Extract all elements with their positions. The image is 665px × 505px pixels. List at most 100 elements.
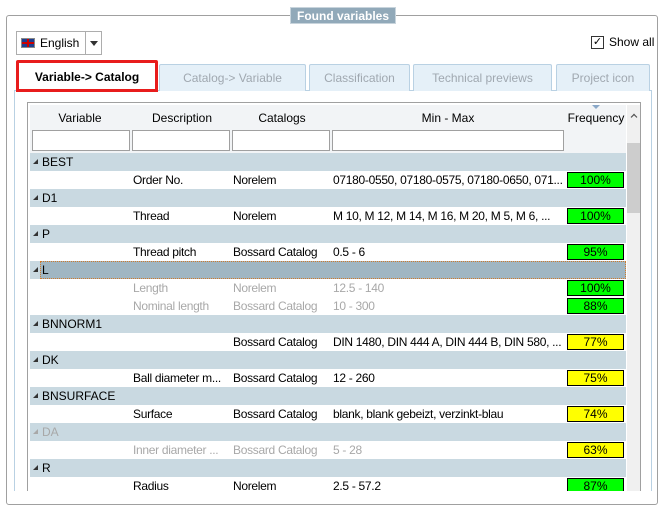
- group-name: D1: [42, 191, 58, 205]
- min-max-cell: 07180-0550, 07180-0575, 07180-0650, 071.…: [333, 173, 563, 187]
- group-row[interactable]: DK: [30, 351, 626, 369]
- group-name: BEST: [42, 155, 74, 169]
- sort-indicator-icon: [592, 105, 600, 109]
- group-row[interactable]: DA: [30, 423, 626, 441]
- group-row[interactable]: BEST: [30, 153, 626, 171]
- group-row[interactable]: P: [30, 225, 626, 243]
- catalog-cell: Bossard Catalog: [233, 443, 318, 457]
- group-name: BNNORM1: [42, 317, 103, 331]
- frequency-badge: 77%: [567, 334, 624, 350]
- uk-flag-icon: [21, 38, 35, 48]
- tab-variable-catalog[interactable]: Variable-> Catalog: [16, 60, 158, 92]
- min-max-cell: 10 - 300: [333, 299, 375, 313]
- catalog-cell: Norelem: [233, 173, 277, 187]
- group-row[interactable]: BNSURFACE: [30, 387, 626, 405]
- description-cell: Surface: [133, 407, 173, 421]
- catalog-cell: Bossard Catalog: [233, 245, 318, 259]
- collapse-triangle-icon[interactable]: [33, 429, 38, 434]
- table-row[interactable]: Inner diameter ... Bossard Catalog 5 - 2…: [30, 441, 626, 459]
- language-value: English: [40, 36, 80, 50]
- column-header-variable[interactable]: Variable: [58, 111, 102, 125]
- language-dropdown[interactable]: English: [16, 31, 102, 55]
- column-header-frequency[interactable]: Frequency: [567, 111, 625, 125]
- min-max-cell: 0.5 - 6: [333, 245, 365, 259]
- frequency-badge: 63%: [567, 442, 624, 458]
- grid-header: Variable Description Catalogs Min - Max …: [30, 105, 626, 153]
- table-row[interactable]: Bossard Catalog DIN 1480, DIN 444 A, DIN…: [30, 333, 626, 351]
- tab-classification[interactable]: Classification: [309, 64, 410, 91]
- description-cell: Inner diameter ...: [133, 443, 219, 457]
- catalog-cell: Bossard Catalog: [233, 407, 318, 421]
- tab-technical-previews[interactable]: Technical previews: [413, 64, 552, 91]
- chevron-down-icon[interactable]: [90, 41, 98, 46]
- filter-description-input[interactable]: [132, 130, 230, 151]
- filter-catalogs-input[interactable]: [232, 130, 330, 151]
- table-row[interactable]: Thread Norelem M 10, M 12, M 14, M 16, M…: [30, 207, 626, 225]
- scrollbar-thumb[interactable]: [627, 143, 640, 213]
- scroll-up-icon[interactable]: [630, 113, 638, 121]
- collapse-triangle-icon[interactable]: [33, 195, 38, 200]
- filter-min-max-input[interactable]: [332, 130, 564, 151]
- variables-grid: Variable Description Catalogs Min - Max …: [27, 102, 641, 491]
- description-cell: Ball diameter m...: [133, 371, 221, 385]
- group-name: P: [42, 227, 51, 241]
- collapse-triangle-icon[interactable]: [33, 357, 38, 362]
- frequency-badge: 74%: [567, 406, 624, 422]
- frequency-badge: 100%: [567, 208, 624, 224]
- catalog-cell: Bossard Catalog: [233, 299, 318, 313]
- column-header-description[interactable]: Description: [151, 111, 213, 125]
- group-name: BNSURFACE: [42, 389, 116, 403]
- checkbox-check-icon[interactable]: ✓: [591, 35, 604, 49]
- collapse-triangle-icon[interactable]: [33, 393, 38, 398]
- catalog-cell: Norelem: [233, 281, 277, 295]
- description-cell: Nominal length: [133, 299, 209, 313]
- table-row[interactable]: Thread pitch Bossard Catalog 0.5 - 6 95%: [30, 243, 626, 261]
- table-row[interactable]: Ball diameter m... Bossard Catalog 12 - …: [30, 369, 626, 387]
- min-max-cell: 12.5 - 140: [333, 281, 385, 295]
- min-max-cell: 5 - 28: [333, 443, 362, 457]
- min-max-cell: 12 - 260: [333, 371, 375, 385]
- collapse-triangle-icon[interactable]: [33, 231, 38, 236]
- filter-variable-input[interactable]: [32, 130, 130, 151]
- frequency-badge: 95%: [567, 244, 624, 260]
- description-cell: Thread pitch: [133, 245, 197, 259]
- show-all-checkbox[interactable]: ✓ Show all: [591, 35, 654, 49]
- min-max-cell: DIN 1480, DIN 444 A, DIN 444 B, DIN 580,…: [333, 335, 562, 349]
- table-row[interactable]: Surface Bossard Catalog blank, blank geb…: [30, 405, 626, 423]
- description-cell: Length: [133, 281, 168, 295]
- collapse-triangle-icon[interactable]: [33, 321, 38, 326]
- frequency-badge: 100%: [567, 172, 624, 188]
- table-row[interactable]: Nominal length Bossard Catalog 10 - 300 …: [30, 297, 626, 315]
- group-row[interactable]: D1: [30, 189, 626, 207]
- min-max-cell: M 10, M 12, M 14, M 16, M 20, M 5, M 6, …: [333, 209, 551, 223]
- group-row[interactable]: R: [30, 459, 626, 477]
- catalog-cell: Norelem: [233, 209, 277, 223]
- column-header-catalogs[interactable]: Catalogs: [258, 111, 306, 125]
- frequency-badge: 87%: [567, 478, 624, 491]
- group-row[interactable]: L: [30, 261, 626, 279]
- table-row[interactable]: Radius Norelem 2.5 - 57.2 87%: [30, 477, 626, 491]
- collapse-triangle-icon[interactable]: [33, 465, 38, 470]
- min-max-cell: blank, blank gebeizt, verzinkt-blau: [333, 407, 504, 421]
- catalog-cell: Bossard Catalog: [233, 371, 318, 385]
- catalog-cell: Norelem: [233, 479, 277, 491]
- description-cell: Order No.: [133, 173, 183, 187]
- vertical-scrollbar[interactable]: [627, 105, 640, 491]
- group-name: DK: [42, 353, 59, 367]
- frequency-badge: 100%: [567, 280, 624, 296]
- frequency-badge: 88%: [567, 298, 624, 314]
- group-name: DA: [42, 425, 59, 439]
- tab-catalog-variable[interactable]: Catalog-> Variable: [159, 64, 306, 91]
- collapse-triangle-icon[interactable]: [33, 267, 38, 272]
- description-cell: Thread: [133, 209, 170, 223]
- table-row[interactable]: Order No. Norelem 07180-0550, 07180-0575…: [30, 171, 626, 189]
- group-row[interactable]: BNNORM1: [30, 315, 626, 333]
- table-row[interactable]: Length Norelem 12.5 - 140 100%: [30, 279, 626, 297]
- min-max-cell: 2.5 - 57.2: [333, 479, 381, 491]
- tab-project-icon[interactable]: Project icon: [556, 64, 650, 91]
- catalog-cell: Bossard Catalog: [233, 335, 318, 349]
- collapse-triangle-icon[interactable]: [33, 159, 38, 164]
- show-all-label: Show all: [609, 35, 655, 49]
- column-header-min-max[interactable]: Min - Max: [421, 111, 475, 125]
- group-name: L: [42, 263, 49, 277]
